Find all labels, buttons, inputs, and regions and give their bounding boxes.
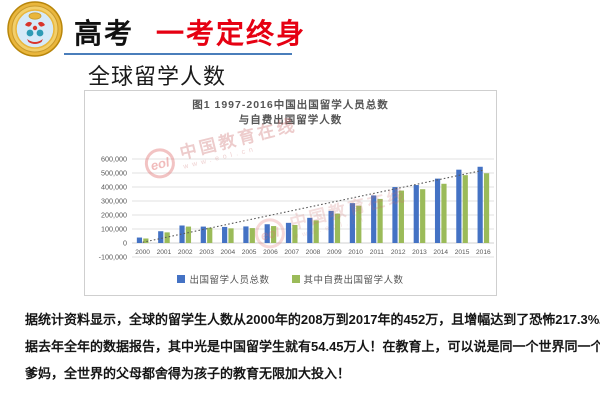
body-line-2: 据去年全年的数据报告，其中光是中国留学生就有54.45万人！在教育上，可以说是同… xyxy=(25,339,600,354)
bar-selffunded-2008 xyxy=(313,220,319,243)
bar-total-2013 xyxy=(413,185,419,243)
bar-selffunded-2004 xyxy=(228,228,234,243)
chart-legend: 出国留学人员总数 其中自费出国留学人数 xyxy=(85,272,496,286)
header-underline xyxy=(64,53,292,55)
bar-total-2003 xyxy=(200,226,206,243)
legend-label: 其中自费出国留学人数 xyxy=(303,275,404,286)
bar-selffunded-2007 xyxy=(292,224,298,243)
bar-total-2012 xyxy=(392,187,398,243)
bar-total-2014 xyxy=(434,178,441,243)
trendline xyxy=(142,169,484,243)
bar-total-2008 xyxy=(307,217,313,243)
bar-selffunded-2005 xyxy=(249,228,255,243)
page-header: 高考 一考定终身 xyxy=(74,12,306,52)
x-axis-tick-label: 2001 xyxy=(157,249,172,256)
y-axis-tick-label: 200,000 xyxy=(101,211,127,220)
bar-selffunded-2002 xyxy=(185,226,192,243)
x-axis-tick-label: 2006 xyxy=(263,249,278,256)
bar-total-2009 xyxy=(328,210,334,243)
y-axis-tick-label: 300,000 xyxy=(101,197,127,206)
chart-title-line1: 图1 1997-2016中国出国留学人员总数 xyxy=(192,99,389,111)
section-title: 全球留学人数 xyxy=(88,64,227,89)
bar-total-2006 xyxy=(264,224,270,243)
body-text: 据统计资料显示，全球的留学生人数从2000年的208万到2017年的452万，且… xyxy=(25,312,600,393)
legend-item-selffunded: 其中自费出国留学人数 xyxy=(291,272,404,286)
x-axis-tick-label: 2010 xyxy=(348,249,363,256)
x-axis-tick-label: 2016 xyxy=(476,249,491,256)
body-line-3: 爹妈，全世界的父母都舍得为孩子的教育无限加大投入！ xyxy=(25,366,351,381)
body-line-1: 据统计资料显示，全球的留学生人数从2000年的208万到2017年的452万，且… xyxy=(25,312,600,327)
x-axis-tick-label: 2004 xyxy=(220,249,235,256)
bar-total-2010 xyxy=(349,203,355,243)
legend-label: 出国留学人员总数 xyxy=(189,275,270,286)
page-title-slogan: 一考定终身 xyxy=(156,18,307,49)
page-title-gaokao: 高考 xyxy=(74,18,135,49)
bar-selffunded-2010 xyxy=(356,205,362,243)
bar-selffunded-2003 xyxy=(207,227,213,243)
bar-selffunded-2009 xyxy=(334,213,341,243)
y-axis-tick-label: 500,000 xyxy=(101,169,127,178)
x-axis-tick-label: 2009 xyxy=(327,249,342,256)
bar-chart-canvas: 600,000 500,000 400,000 300,000 200,000 100,0… xyxy=(99,155,494,262)
x-axis-tick-label: 2013 xyxy=(412,249,427,256)
bar-selffunded-2006 xyxy=(271,226,277,243)
x-axis-tick-label: 2000 xyxy=(135,249,150,256)
bar-selffunded-2015 xyxy=(462,175,468,243)
y-axis-tick-label: 100,000 xyxy=(101,225,127,234)
bar-total-2000 xyxy=(136,237,143,243)
legend-swatch xyxy=(177,275,186,283)
bar-selffunded-2001 xyxy=(164,232,170,243)
bar-total-2004 xyxy=(222,226,228,243)
x-axis-tick-label: 2002 xyxy=(178,249,193,256)
x-axis-tick-label: 2007 xyxy=(284,249,299,256)
bar-selffunded-2016 xyxy=(483,173,490,243)
bar-total-2015 xyxy=(456,169,462,243)
x-axis-tick-label: 2015 xyxy=(455,249,470,256)
x-axis-tick-label: 2012 xyxy=(391,249,406,256)
bar-selffunded-2013 xyxy=(420,189,426,243)
bar-selffunded-2000 xyxy=(143,238,149,243)
y-axis-tick-label: 400,000 xyxy=(101,183,127,192)
y-axis-tick-label: 0 xyxy=(123,239,127,248)
bar-total-2002 xyxy=(179,225,185,243)
y-axis-tick-label: 600,000 xyxy=(101,155,127,164)
bar-selffunded-2014 xyxy=(441,183,447,243)
bar-selffunded-2011 xyxy=(377,198,383,243)
bar-selffunded-2012 xyxy=(398,190,404,243)
bar-total-2016 xyxy=(477,166,483,243)
bar-total-2007 xyxy=(285,222,292,243)
school-badge-icon xyxy=(7,1,63,57)
chart-panel: 600,000 500,000 400,000 300,000 200,000 100,0… xyxy=(84,90,497,296)
x-axis-tick-label: 2005 xyxy=(242,249,257,256)
x-axis-tick-label: 2014 xyxy=(433,249,448,256)
bar-total-2005 xyxy=(243,226,249,243)
chart-title-line2: 与自费出国留学人数 xyxy=(238,114,343,126)
y-axis-tick-label: -100,000 xyxy=(99,253,127,262)
x-axis-tick-label: 2003 xyxy=(199,249,214,256)
legend-item-total: 出国留学人员总数 xyxy=(177,272,269,286)
bar-total-2011 xyxy=(371,195,377,243)
x-axis-tick-label: 2008 xyxy=(306,249,321,256)
x-axis-tick-label: 2011 xyxy=(370,249,385,256)
legend-swatch xyxy=(291,275,300,283)
bar-total-2001 xyxy=(158,231,164,243)
